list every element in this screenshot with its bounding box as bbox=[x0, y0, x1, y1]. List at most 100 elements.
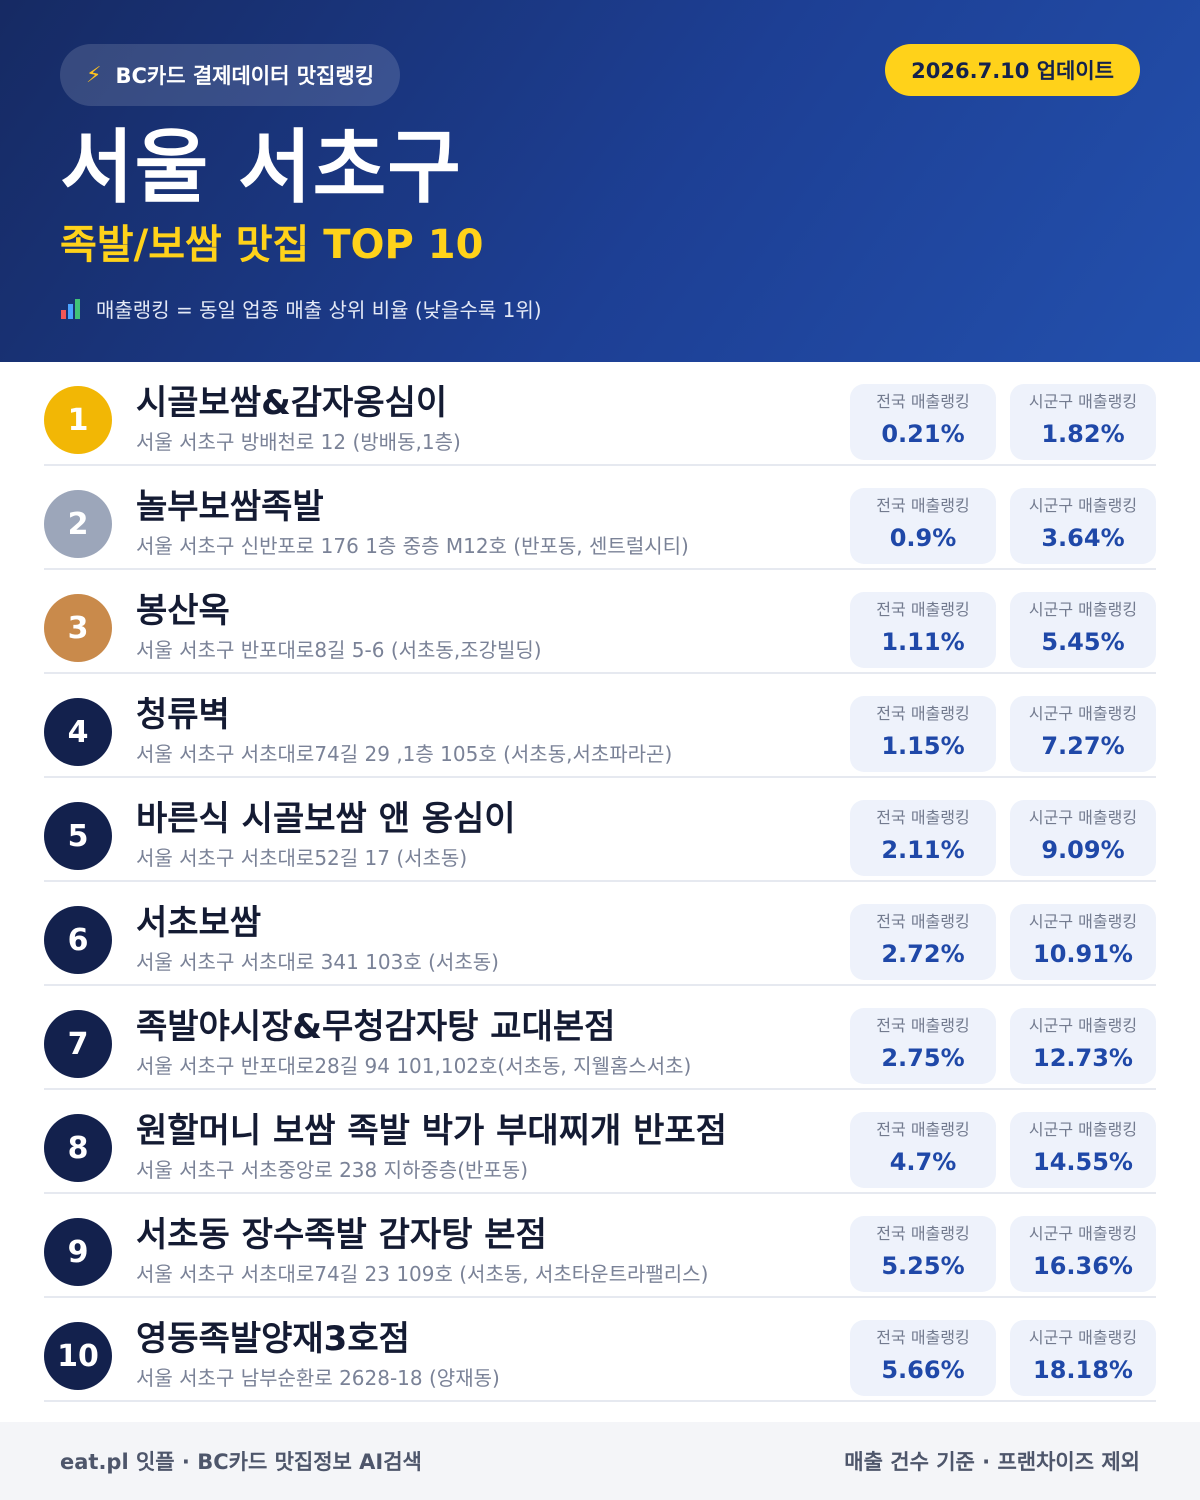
district-ranking-card: 시군구 매출랭킹 5.45% bbox=[1010, 592, 1156, 668]
restaurant-address: 서울 서초구 신반포로 176 1층 중층 M12호 (반포동, 센트럴시티) bbox=[136, 534, 689, 558]
restaurant-address: 서울 서초구 서초대로74길 29 ,1층 105호 (서초동,서초파라곤) bbox=[136, 742, 673, 766]
restaurant-name[interactable]: 영동족발양재3호점 bbox=[136, 1319, 410, 1359]
district-ranking-card: 시군구 매출랭킹 10.91% bbox=[1010, 904, 1156, 980]
district-ranking-value: 9.09% bbox=[1041, 836, 1125, 864]
restaurant-name[interactable]: 청류벽 bbox=[136, 695, 230, 735]
district-ranking-label: 시군구 매출랭킹 bbox=[1028, 600, 1138, 619]
national-ranking-card: 전국 매출랭킹 0.9% bbox=[850, 488, 996, 564]
district-ranking-label: 시군구 매출랭킹 bbox=[1028, 1224, 1138, 1243]
national-ranking-card: 전국 매출랭킹 2.11% bbox=[850, 800, 996, 876]
footer-source: eat.pl 잇플 · BC카드 맛집정보 AI검색 bbox=[60, 1450, 422, 1474]
national-ranking-label: 전국 매출랭킹 bbox=[876, 1016, 970, 1035]
district-ranking-label: 시군구 매출랭킹 bbox=[1028, 704, 1138, 723]
restaurant-address: 서울 서초구 서초대로74길 23 109호 (서초동, 서초타운트라팰리스) bbox=[136, 1262, 709, 1286]
national-ranking-value: 5.66% bbox=[881, 1356, 965, 1384]
district-ranking-card: 시군구 매출랭킹 18.18% bbox=[1010, 1320, 1156, 1396]
lightning-icon: ⚡ bbox=[86, 62, 102, 88]
restaurant-address: 서울 서초구 반포대로28길 94 101,102호(서초동, 지웰홈스서초) bbox=[136, 1054, 692, 1078]
national-ranking-label: 전국 매출랭킹 bbox=[876, 1224, 970, 1243]
rank-badge: 3 bbox=[44, 594, 112, 662]
district-ranking-label: 시군구 매출랭킹 bbox=[1028, 808, 1138, 827]
restaurant-name[interactable]: 원할머니 보쌈 족발 박가 부대찌개 반포점 bbox=[136, 1111, 727, 1151]
district-ranking-label: 시군구 매출랭킹 bbox=[1028, 1328, 1138, 1347]
national-ranking-card: 전국 매출랭킹 4.7% bbox=[850, 1112, 996, 1188]
district-ranking-value: 10.91% bbox=[1033, 940, 1133, 968]
district-ranking-card: 시군구 매출랭킹 9.09% bbox=[1010, 800, 1156, 876]
national-ranking-label: 전국 매출랭킹 bbox=[876, 1328, 970, 1347]
district-ranking-card: 시군구 매출랭킹 12.73% bbox=[1010, 1008, 1156, 1084]
national-ranking-card: 전국 매출랭킹 2.75% bbox=[850, 1008, 996, 1084]
national-ranking-label: 전국 매출랭킹 bbox=[876, 912, 970, 931]
district-ranking-card: 시군구 매출랭킹 7.27% bbox=[1010, 696, 1156, 772]
district-ranking-value: 1.82% bbox=[1041, 420, 1125, 448]
rank-badge: 1 bbox=[44, 386, 112, 454]
national-ranking-value: 5.25% bbox=[881, 1252, 965, 1280]
district-ranking-label: 시군구 매출랭킹 bbox=[1028, 392, 1138, 411]
restaurant-name[interactable]: 놀부보쌈족발 bbox=[136, 487, 324, 527]
restaurant-name[interactable]: 바른식 시골보쌈 앤 옹심이 bbox=[136, 799, 516, 839]
source-pill: ⚡ BC카드 결제데이터 맛집랭킹 bbox=[60, 44, 401, 106]
rank-badge: 7 bbox=[44, 1010, 112, 1078]
restaurant-name[interactable]: 서초동 장수족발 감자탕 본점 bbox=[136, 1215, 547, 1255]
national-ranking-value: 4.7% bbox=[889, 1148, 957, 1176]
national-ranking-value: 1.15% bbox=[881, 732, 965, 760]
list-item[interactable]: 1 시골보쌈&감자옹심이 서울 서초구 방배천로 12 (방배동,1층) 전국 매출랭… bbox=[44, 362, 1156, 466]
district-ranking-label: 시군구 매출랭킹 bbox=[1028, 1016, 1138, 1035]
rank-badge: 8 bbox=[44, 1114, 112, 1182]
national-ranking-value: 0.21% bbox=[881, 420, 965, 448]
rank-badge: 2 bbox=[44, 490, 112, 558]
district-ranking-card: 시군구 매출랭킹 14.55% bbox=[1010, 1112, 1156, 1188]
restaurant-name[interactable]: 시골보쌈&감자옹심이 bbox=[136, 383, 448, 423]
district-ranking-label: 시군구 매출랭킹 bbox=[1028, 912, 1138, 931]
national-ranking-card: 전국 매출랭킹 5.66% bbox=[850, 1320, 996, 1396]
district-ranking-card: 시군구 매출랭킹 16.36% bbox=[1010, 1216, 1156, 1292]
district-ranking-card: 시군구 매출랭킹 3.64% bbox=[1010, 488, 1156, 564]
footer: eat.pl 잇플 · BC카드 맛집정보 AI검색 매출 건수 기준 · 프랜… bbox=[0, 1422, 1200, 1500]
page-subtitle: 족발/보쌈 맛집 TOP 10 bbox=[60, 222, 484, 268]
national-ranking-card: 전국 매출랭킹 0.21% bbox=[850, 384, 996, 460]
national-ranking-label: 전국 매출랭킹 bbox=[876, 600, 970, 619]
national-ranking-label: 전국 매출랭킹 bbox=[876, 496, 970, 515]
district-ranking-value: 16.36% bbox=[1033, 1252, 1133, 1280]
restaurant-name[interactable]: 서초보쌈 bbox=[136, 903, 262, 943]
restaurant-name[interactable]: 족발야시장&무청감자탕 교대본점 bbox=[136, 1007, 616, 1047]
national-ranking-card: 전국 매출랭킹 2.72% bbox=[850, 904, 996, 980]
national-ranking-label: 전국 매출랭킹 bbox=[876, 1120, 970, 1139]
district-ranking-card: 시군구 매출랭킹 1.82% bbox=[1010, 384, 1156, 460]
ranking-note-text: 매출랭킹 = 동일 업종 매출 상위 비율 (낮을수록 1위) bbox=[96, 298, 542, 322]
list-item[interactable]: 10 영동족발양재3호점 서울 서초구 남부순환로 2628-18 (양재동) 전국 … bbox=[44, 1298, 1156, 1402]
bar-chart-icon bbox=[60, 299, 82, 321]
district-ranking-value: 3.64% bbox=[1041, 524, 1125, 552]
national-ranking-value: 2.72% bbox=[881, 940, 965, 968]
rank-badge: 6 bbox=[44, 906, 112, 974]
restaurant-address: 서울 서초구 서초중앙로 238 지하중층(반포동) bbox=[136, 1158, 529, 1182]
list-item[interactable]: 9 서초동 장수족발 감자탕 본점 서울 서초구 서초대로74길 23 109호 (… bbox=[44, 1194, 1156, 1298]
district-ranking-value: 5.45% bbox=[1041, 628, 1125, 656]
national-ranking-card: 전국 매출랭킹 5.25% bbox=[850, 1216, 996, 1292]
ranking-note: 매출랭킹 = 동일 업종 매출 상위 비율 (낮을수록 1위) bbox=[60, 294, 542, 326]
header-banner: ⚡ BC카드 결제데이터 맛집랭킹 2026.7.10 업데이트 서울 서초구 … bbox=[0, 0, 1200, 362]
rank-badge: 5 bbox=[44, 802, 112, 870]
rank-badge: 4 bbox=[44, 698, 112, 766]
restaurant-name[interactable]: 봉산옥 bbox=[136, 591, 230, 631]
restaurant-address: 서울 서초구 남부순환로 2628-18 (양재동) bbox=[136, 1366, 500, 1390]
restaurant-address: 서울 서초구 반포대로8길 5-6 (서초동,조강빌딩) bbox=[136, 638, 542, 662]
restaurant-address: 서울 서초구 서초대로 341 103호 (서초동) bbox=[136, 950, 499, 974]
update-badge: 2026.7.10 업데이트 bbox=[885, 44, 1140, 96]
national-ranking-value: 2.75% bbox=[881, 1044, 965, 1072]
national-ranking-label: 전국 매출랭킹 bbox=[876, 704, 970, 723]
district-ranking-value: 12.73% bbox=[1033, 1044, 1133, 1072]
source-pill-text: BC카드 결제데이터 맛집랭킹 bbox=[115, 64, 375, 88]
restaurant-address: 서울 서초구 서초대로52길 17 (서초동) bbox=[136, 846, 468, 870]
national-ranking-value: 2.11% bbox=[881, 836, 965, 864]
national-ranking-label: 전국 매출랭킹 bbox=[876, 392, 970, 411]
restaurant-list: 1 시골보쌈&감자옹심이 서울 서초구 방배천로 12 (방배동,1층) 전국 매출랭… bbox=[44, 362, 1156, 1402]
national-ranking-card: 전국 매출랭킹 1.11% bbox=[850, 592, 996, 668]
